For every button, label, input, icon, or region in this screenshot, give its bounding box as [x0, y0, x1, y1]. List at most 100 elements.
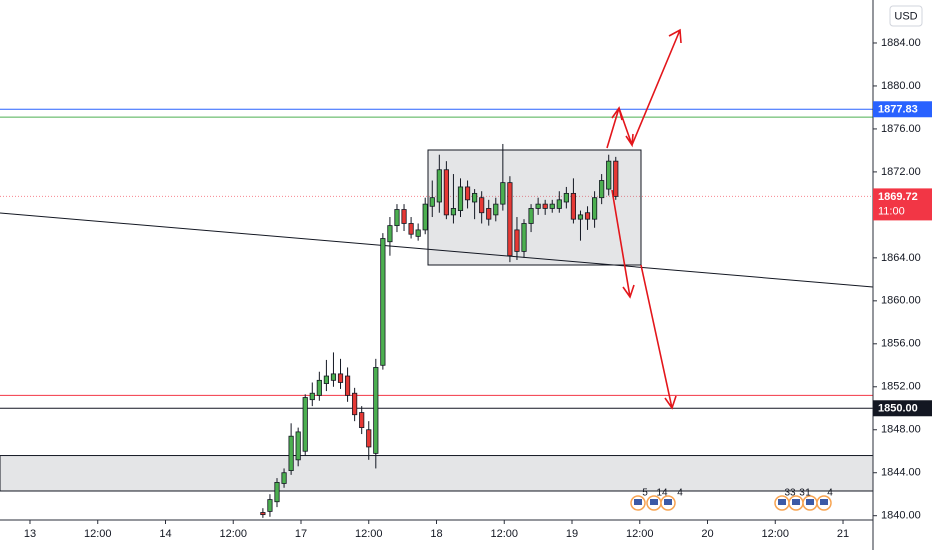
candle-body: [260, 512, 266, 516]
x-tick-label: 17: [295, 528, 307, 540]
candle-body: [309, 392, 315, 401]
y-tick-label: 1848.00: [881, 424, 921, 436]
candle-body: [556, 199, 562, 209]
candle-body: [394, 209, 400, 227]
y-tick-label: 1880.00: [881, 80, 921, 92]
candle-body: [535, 203, 541, 209]
candle-body: [366, 429, 372, 448]
x-tick-label: 13: [24, 528, 36, 540]
trend-line: [0, 212, 874, 288]
currency-label: USD: [894, 10, 917, 22]
price-label-box: [873, 101, 932, 118]
candle-body: [380, 238, 386, 366]
price-label-box: [873, 400, 932, 417]
y-tick-label: 1860.00: [881, 295, 921, 307]
last-price-label: 1869.72: [878, 191, 918, 203]
level-layer: [0, 108, 873, 409]
x-tick-label: 19: [566, 528, 578, 540]
candle-body: [408, 223, 414, 235]
candle-body: [521, 223, 527, 252]
y-tick-label: 1856.00: [881, 338, 921, 350]
candle-body: [606, 160, 612, 190]
currency-box[interactable]: [889, 5, 923, 27]
x-tick-label: 12:00: [626, 528, 654, 540]
candle-body: [570, 192, 577, 220]
candle-body: [302, 397, 308, 452]
event-count: 4: [827, 488, 833, 499]
candle-body: [429, 197, 435, 207]
event-flag: [664, 499, 672, 505]
y-tick-label: 1840.00: [881, 510, 921, 522]
event-flag: [634, 499, 642, 505]
arrows: [606, 28, 682, 410]
event-flag: [792, 499, 800, 505]
event-count: 3: [799, 488, 805, 499]
x-tick-label: 21: [837, 528, 849, 540]
y-tick-label: 1844.00: [881, 467, 921, 479]
y-tick-label: 1852.00: [881, 381, 921, 393]
event-flag: [806, 499, 814, 505]
x-tick-label: 20: [701, 528, 713, 540]
candle-body: [457, 186, 464, 211]
candle-body: [274, 481, 280, 503]
x-tick-label: 12:00: [355, 528, 383, 540]
y-tick-label: 1884.00: [881, 37, 921, 49]
x-tick-label: 12:00: [490, 528, 518, 540]
candle-body: [443, 169, 449, 216]
x-tick-label: 12:00: [84, 528, 112, 540]
candle-body: [500, 182, 506, 205]
candle-body: [613, 160, 619, 197]
candle-body: [528, 208, 534, 224]
event-flag: [778, 499, 786, 505]
candle-body: [323, 375, 329, 384]
event-flag: [650, 499, 658, 505]
event-count: 4: [677, 488, 683, 499]
candle-body: [479, 197, 485, 214]
candle-body: [373, 367, 379, 454]
candle-body: [316, 379, 322, 396]
arrow: [640, 264, 677, 410]
candle-body: [436, 169, 442, 203]
countdown-label: 11:00: [878, 205, 905, 217]
x-tick-label: 18: [430, 528, 442, 540]
candle-body: [387, 225, 393, 243]
candle-body: [344, 375, 351, 396]
event-flag: [820, 499, 828, 505]
y-tick-label: 1864.00: [881, 252, 921, 264]
arrow: [631, 28, 682, 146]
price-axis: [873, 0, 932, 550]
event-count: 33: [784, 488, 796, 499]
x-tick-label: 12:00: [219, 528, 247, 540]
price-label: 1850.00: [878, 403, 918, 415]
candle-body: [507, 182, 513, 257]
candle-body: [330, 373, 337, 381]
axis-layer: 1840.00 1844.00 1848.00 1852.00 1856.00 1860.…: [24, 37, 932, 540]
range-box: [427, 149, 642, 266]
candle-body: [337, 373, 344, 383]
candle-body: [352, 392, 358, 416]
support-zone: [0, 455, 874, 492]
candle-body: [486, 208, 492, 220]
candle-body: [450, 208, 457, 216]
candle-body: [472, 192, 478, 203]
price-label: 1877.83: [878, 104, 918, 116]
event-count: 1: [805, 488, 811, 499]
candle-body: [295, 431, 301, 461]
candle-body: [584, 212, 591, 220]
x-tick-label: 14: [159, 528, 171, 540]
candle-body: [592, 197, 598, 220]
candle-body: [514, 229, 520, 252]
candle-body: [563, 192, 569, 203]
y-tick-label: 1876.00: [881, 123, 921, 135]
candle-body: [599, 180, 605, 199]
candle-body: [464, 186, 471, 201]
candle-body: [422, 203, 428, 231]
candle-body: [577, 214, 584, 220]
last-price-box: [873, 188, 932, 221]
y-tick-label: 1872.00: [881, 166, 921, 178]
candle-body: [549, 203, 555, 209]
candle-layer: [260, 143, 619, 518]
candle-body: [359, 412, 365, 429]
